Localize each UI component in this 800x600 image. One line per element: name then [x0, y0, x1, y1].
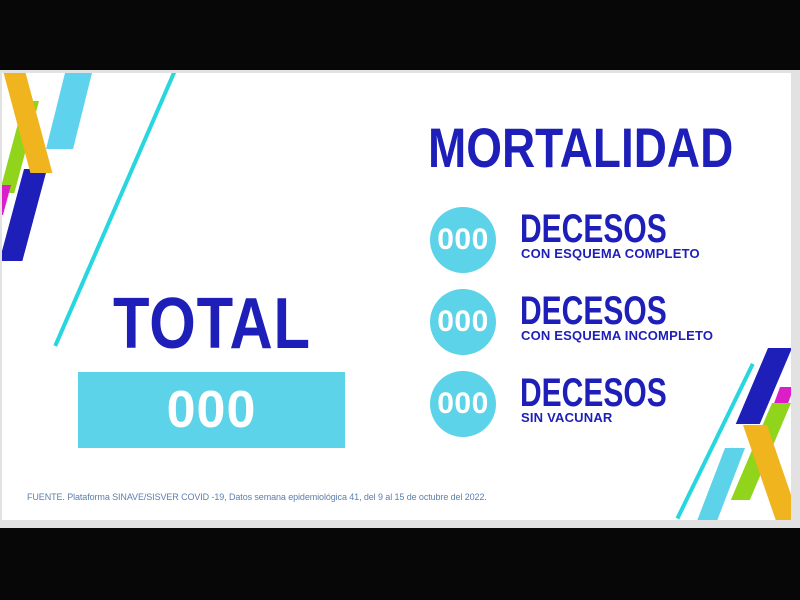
total-label: TOTAL [113, 284, 311, 364]
mortality-row-incomplete-scheme: 000 DECESOS CON ESQUEMA INCOMPLETO [430, 289, 760, 355]
slide: MORTALIDAD 000 DECESOS CON ESQUEMA COMPL… [2, 73, 791, 520]
row-label: DECESOS [520, 207, 667, 251]
death-count-badge: 000 [430, 371, 496, 437]
mortality-row-unvaccinated: 000 DECESOS SIN VACUNAR [430, 371, 760, 437]
row-label: DECESOS [520, 371, 667, 415]
row-sublabel: CON ESQUEMA INCOMPLETO [521, 328, 714, 343]
row-label: DECESOS [520, 289, 667, 333]
sky-stripe-top-left [46, 73, 93, 149]
death-count-badge: 000 [430, 207, 496, 273]
page-title: MORTALIDAD [428, 116, 734, 179]
row-sublabel: CON ESQUEMA COMPLETO [521, 246, 700, 261]
death-count-badge: 000 [430, 289, 496, 355]
magenta-stripe-top-left [2, 185, 11, 215]
total-value-box: 000 [78, 372, 345, 448]
source-footnote: FUENTE. Plataforma SINAVE/SISVER COVID -… [27, 492, 487, 502]
mortality-row-complete-scheme: 000 DECESOS CON ESQUEMA COMPLETO [430, 207, 760, 273]
row-sublabel: SIN VACUNAR [521, 410, 613, 425]
